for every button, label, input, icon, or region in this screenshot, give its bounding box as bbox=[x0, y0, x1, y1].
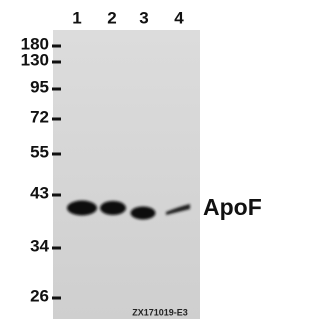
marker-label: 26 bbox=[30, 286, 49, 305]
lane-label: 4 bbox=[174, 8, 184, 27]
marker-label: 55 bbox=[30, 142, 49, 161]
lane-label: 1 bbox=[72, 8, 81, 27]
band bbox=[67, 201, 97, 216]
code-label: ZX171019-E3 bbox=[132, 307, 188, 317]
marker-label: 43 bbox=[30, 183, 49, 202]
membrane bbox=[53, 30, 200, 319]
band bbox=[131, 207, 156, 220]
marker-label: 34 bbox=[30, 236, 49, 255]
marker-label: 95 bbox=[30, 77, 49, 96]
lane-label: 2 bbox=[107, 8, 116, 27]
band bbox=[100, 201, 126, 215]
lane-label: 3 bbox=[139, 8, 148, 27]
protein-label: ApoF bbox=[203, 194, 262, 220]
marker-label: 130 bbox=[21, 50, 49, 69]
marker-label: 72 bbox=[30, 107, 49, 126]
